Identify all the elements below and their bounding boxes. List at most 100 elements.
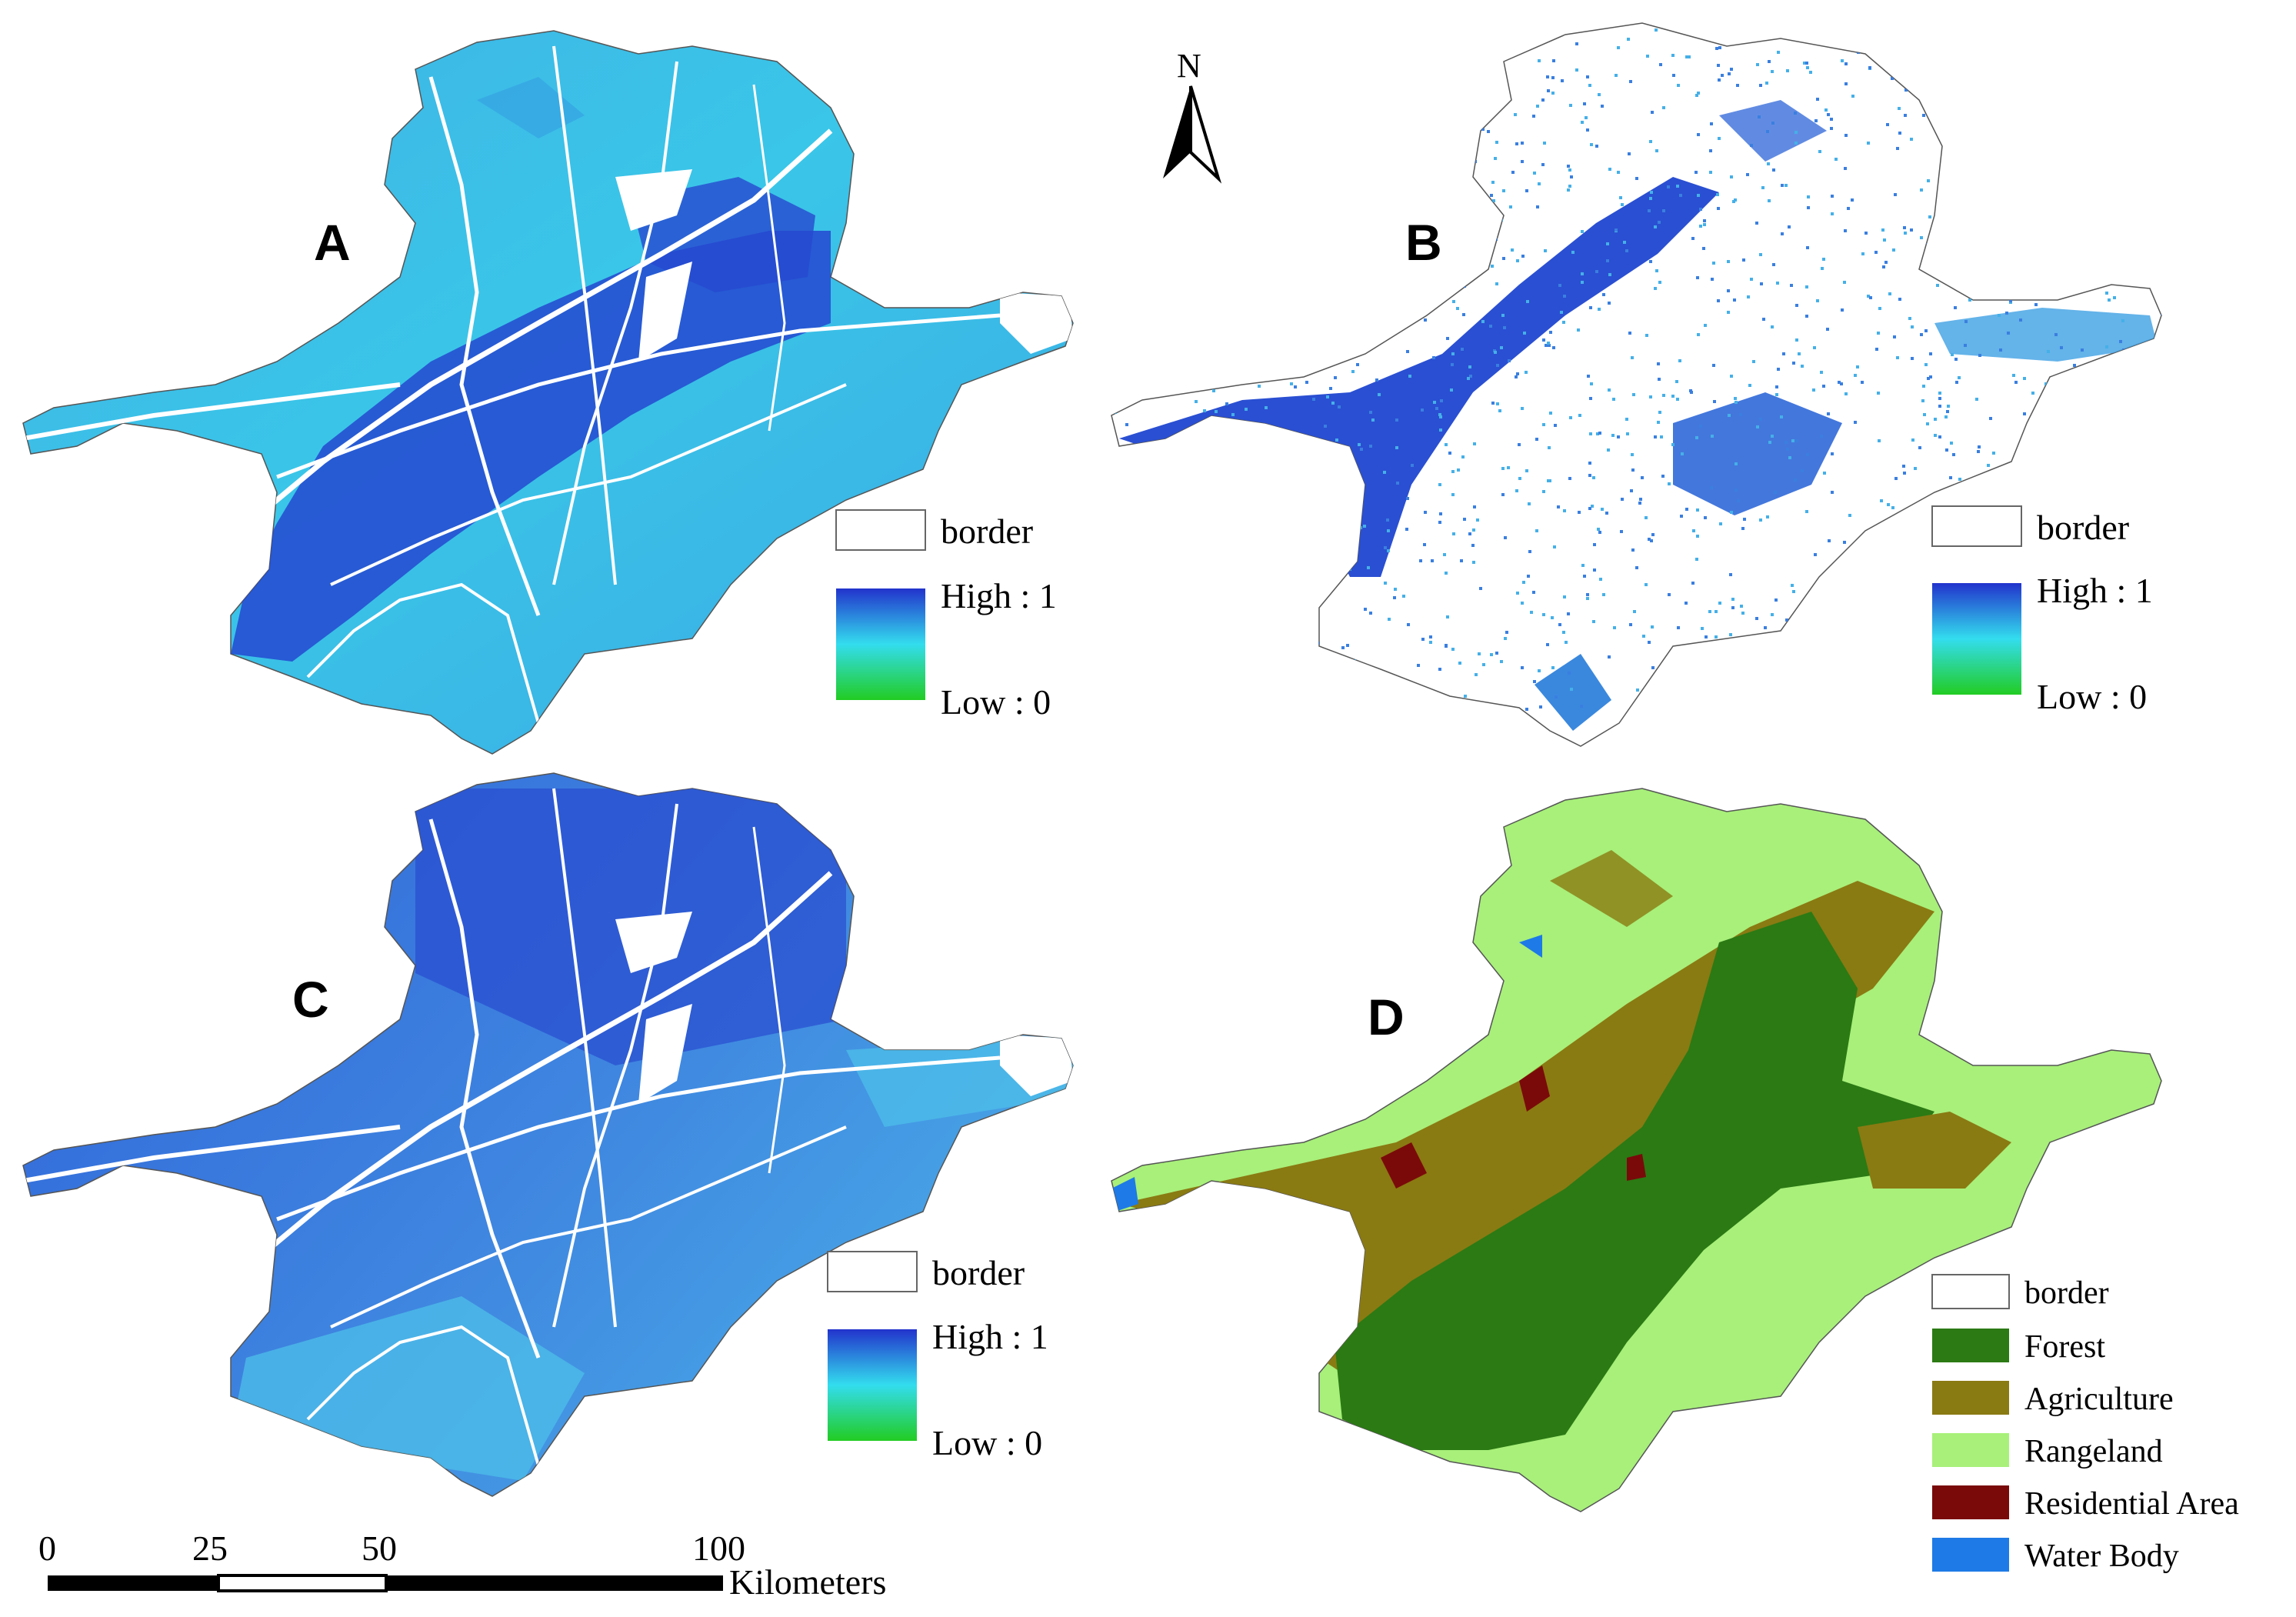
pixel-dot xyxy=(1298,90,1301,93)
pixel-dot xyxy=(1971,579,1974,582)
pixel-dot xyxy=(1598,432,1601,435)
pixel-dot xyxy=(1536,105,1539,108)
pixel-dot xyxy=(1451,470,1455,473)
pixel-dot xyxy=(1655,269,1658,272)
pixel-dot xyxy=(1589,397,1592,400)
pixel-dot xyxy=(1221,629,1225,632)
pixel-dot xyxy=(1588,462,1591,465)
pixel-dot xyxy=(1191,623,1194,626)
pixel-dot xyxy=(1131,232,1135,235)
pixel-dot xyxy=(1367,152,1370,155)
pixel-dot xyxy=(1571,23,1575,26)
pixel-dot xyxy=(1160,89,1163,92)
pixel-dot xyxy=(1298,264,1301,267)
pixel-dot xyxy=(1388,618,1391,621)
pixel-dot xyxy=(2004,227,2008,230)
pixel-dot xyxy=(1718,46,1721,49)
pixel-dot xyxy=(1711,435,1714,438)
pixel-dot xyxy=(1355,28,1358,32)
pixel-dot xyxy=(1731,705,1734,708)
legend-ramp xyxy=(836,588,925,700)
pixel-dot xyxy=(1938,397,1941,400)
pixel-dot xyxy=(1198,725,1201,728)
pixel-dot xyxy=(1511,248,1514,252)
pixel-dot xyxy=(1402,300,1405,303)
pixel-dot xyxy=(1473,442,1476,445)
pixel-dot xyxy=(1386,718,1389,721)
panel-label-c: C xyxy=(292,971,329,1028)
pixel-dot xyxy=(1545,344,1548,347)
pixel-dot xyxy=(1635,566,1638,569)
pixel-dot xyxy=(2072,222,2075,225)
pixel-dot xyxy=(1823,472,1826,475)
pixel-dot xyxy=(1755,695,1758,698)
pixel-dot xyxy=(1947,111,1950,114)
pixel-dot xyxy=(1695,558,1698,561)
pixel-dot xyxy=(1844,639,1847,642)
pixel-dot xyxy=(1253,490,1256,493)
pixel-dot xyxy=(1680,515,1683,518)
pixel-dot xyxy=(1490,653,1493,656)
pixel-dot xyxy=(2121,319,2124,322)
pixel-dot xyxy=(1924,363,1928,366)
pixel-dot xyxy=(1168,137,1171,140)
pixel-dot xyxy=(1781,184,1784,187)
pixel-dot xyxy=(1523,332,1526,335)
pixel-dot xyxy=(1822,258,1825,261)
pixel-dot xyxy=(2034,287,2037,290)
pixel-dot xyxy=(1562,321,1565,324)
pixel-dot xyxy=(1535,529,1538,532)
pixel-dot xyxy=(2135,438,2138,442)
pixel-dot xyxy=(1690,391,1693,394)
pixel-dot xyxy=(1438,483,1441,486)
pixel-dot xyxy=(1258,723,1261,726)
pixel-dot xyxy=(1807,195,1810,198)
pixel-dot xyxy=(1586,593,1589,596)
pixel-dot xyxy=(1215,410,1218,413)
pixel-dot xyxy=(1585,116,1588,119)
pixel-dot xyxy=(1478,652,1481,655)
pixel-dot xyxy=(1847,568,1850,571)
pixel-dot xyxy=(1911,660,1914,663)
pixel-dot xyxy=(1390,289,1393,292)
pixel-dot xyxy=(1238,632,1241,635)
pixel-dot xyxy=(1521,666,1524,669)
pixel-dot xyxy=(1131,604,1134,607)
pixel-dot xyxy=(1728,414,1731,417)
pixel-dot xyxy=(1511,171,1515,174)
pixel-dot xyxy=(1229,693,1232,696)
pixel-dot xyxy=(1216,687,1219,690)
pixel-dot xyxy=(1618,740,1621,743)
pixel-dot xyxy=(1469,375,1472,378)
pixel-dot xyxy=(1256,326,1259,329)
pixel-dot xyxy=(1671,54,1675,57)
pixel-dot xyxy=(2139,104,2142,107)
pixel-dot xyxy=(1115,122,1118,125)
pixel-dot xyxy=(1994,501,1998,504)
pixel-dot xyxy=(1503,326,1506,329)
pixel-dot xyxy=(1756,63,1759,66)
pixel-dot xyxy=(1538,59,1541,62)
pixel-dot xyxy=(1883,238,1886,242)
pixel-dot xyxy=(1833,629,1836,632)
pixel-dot xyxy=(1416,713,1419,716)
pixel-dot xyxy=(1452,532,1455,535)
legend-label-forest: Forest xyxy=(2024,1329,2105,1365)
pixel-dot xyxy=(1338,500,1341,503)
pixel-dot xyxy=(1898,107,1901,110)
pixel-dot xyxy=(1768,60,1771,63)
pixel-dot xyxy=(1891,545,1894,548)
panel-label-a: A xyxy=(314,214,351,271)
pixel-dot xyxy=(1642,635,1645,638)
pixel-dot xyxy=(1814,553,1817,556)
pixel-dot xyxy=(1646,55,1649,58)
pixel-dot xyxy=(1317,642,1320,645)
pixel-dot xyxy=(2100,232,2103,235)
pixel-dot xyxy=(1937,556,1940,559)
pixel-dot xyxy=(1450,388,1453,392)
pixel-dot xyxy=(1352,193,1355,196)
pixel-dot xyxy=(2061,185,2064,188)
pixel-dot xyxy=(1947,208,1950,212)
pixel-dot xyxy=(1279,103,1282,106)
pixel-dot xyxy=(1695,94,1698,97)
